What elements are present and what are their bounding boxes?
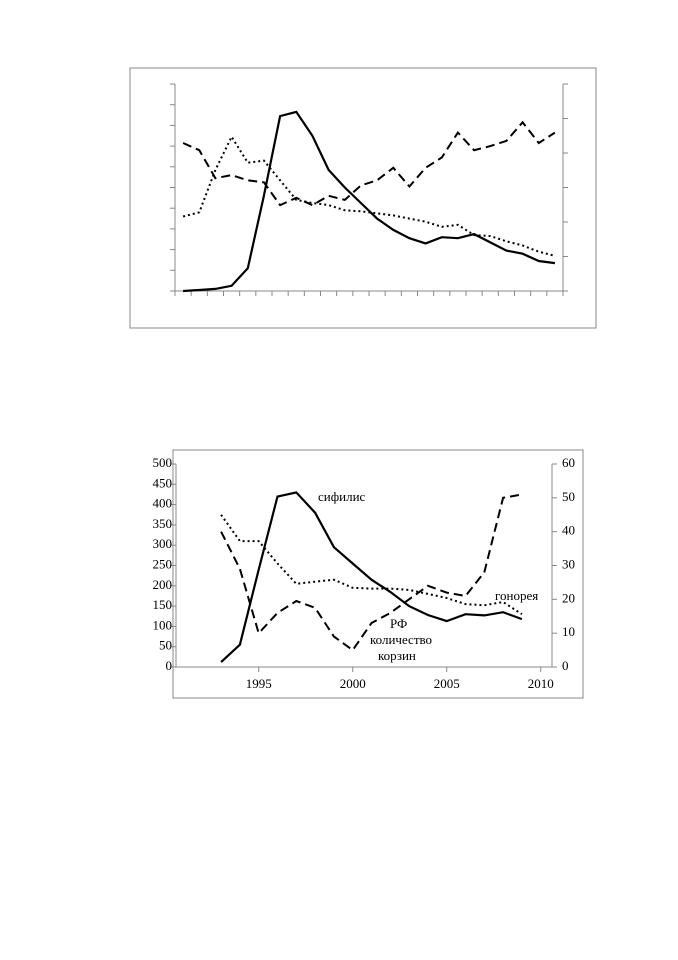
x-tick-label: 1995: [246, 676, 272, 691]
y-tick-label: 50: [159, 638, 172, 653]
chart-frame: [129, 67, 597, 329]
x-tick-label: 2005: [434, 676, 460, 691]
x-tick-label: 2010: [528, 676, 554, 691]
y2-tick-label: 0: [562, 658, 569, 673]
annotation: корзин: [378, 648, 416, 663]
series-line: [220, 514, 523, 616]
annotation: РФ: [390, 616, 407, 631]
y-tick-label: 500: [153, 455, 173, 470]
series-line: [182, 120, 556, 207]
y2-tick-label: 10: [562, 624, 575, 639]
y2-tick-label: 60: [562, 455, 575, 470]
series-line: [183, 110, 556, 293]
y-tick-label: 250: [153, 556, 173, 571]
y-tick-label: 0: [166, 658, 173, 673]
y-tick-label: 450: [153, 475, 173, 490]
y2-tick-label: 30: [562, 556, 575, 571]
x-tick-label: 2000: [340, 676, 366, 691]
y2-tick-label: 20: [562, 590, 575, 605]
annotation: количество: [370, 632, 432, 647]
y-tick-label: 150: [153, 597, 173, 612]
y2-tick-label: 50: [562, 489, 575, 504]
annotation: сифилис: [318, 489, 366, 504]
y-tick-label: 200: [153, 577, 173, 592]
y-tick-label: 350: [153, 516, 173, 531]
annotation: гонорея: [495, 588, 538, 603]
series-line: [220, 491, 523, 663]
y-tick-label: 400: [153, 496, 173, 511]
y2-tick-label: 40: [562, 523, 575, 538]
y-tick-label: 300: [153, 536, 173, 551]
series-line: [182, 134, 556, 257]
y-tick-label: 100: [153, 617, 173, 632]
chart-frame: [172, 449, 584, 699]
series-line: [220, 493, 523, 652]
